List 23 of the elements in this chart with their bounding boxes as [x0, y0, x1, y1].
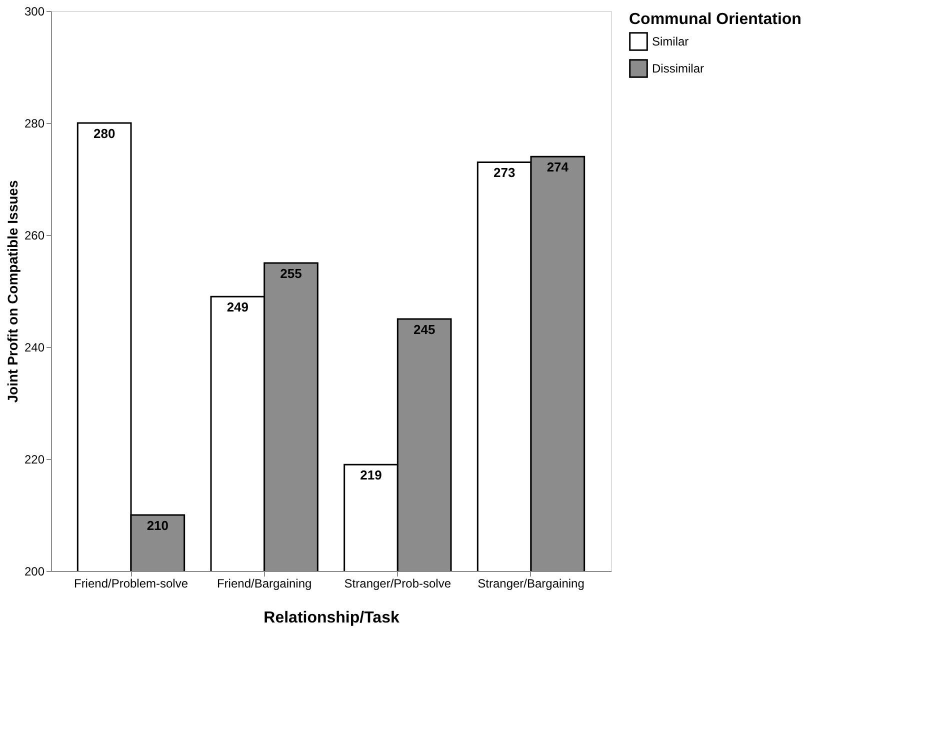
data-label: 245 — [413, 322, 436, 337]
data-label: 249 — [226, 300, 249, 315]
x-tick-label: Stranger/Prob-solve — [344, 576, 452, 590]
data-label: 255 — [280, 266, 302, 281]
x-tick-label: Friend/Problem-solve — [74, 576, 188, 590]
data-label: 274 — [546, 160, 570, 175]
y-tick-label: 300 — [24, 4, 45, 18]
y-tick-label: 220 — [24, 452, 45, 466]
x-tick-label: Stranger/Bargaining — [478, 576, 584, 590]
y-axis-title: Joint Profit on Compatible Issues — [4, 180, 20, 403]
legend-label: Similar — [652, 34, 689, 48]
data-label: 219 — [360, 468, 382, 483]
y-tick-label: 240 — [24, 340, 45, 354]
y-tick-label: 280 — [24, 116, 45, 130]
data-label: 280 — [93, 126, 116, 141]
x-axis-title: Relationship/Task — [264, 610, 400, 626]
legend-label: Dissimilar — [652, 62, 704, 76]
x-tick-label: Friend/Bargaining — [216, 576, 312, 590]
y-tick-label: 260 — [24, 228, 45, 242]
data-label: 210 — [146, 518, 169, 533]
legend-title: Communal Orientation — [629, 11, 802, 28]
data-label: 273 — [493, 165, 516, 180]
y-tick-label: 200 — [24, 564, 45, 578]
